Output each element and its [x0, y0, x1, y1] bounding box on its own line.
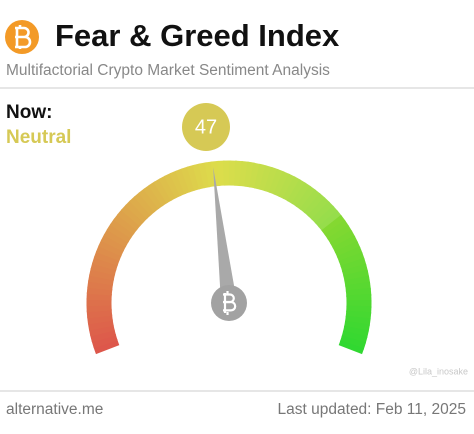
needle	[213, 166, 237, 304]
now-label: Now:	[6, 102, 52, 123]
subtitle: Multifactorial Crypto Market Sentiment A…	[6, 62, 330, 79]
gauge-arc	[86, 160, 372, 355]
classification: Neutral	[6, 127, 71, 148]
last-updated: Last updated: Feb 11, 2025	[278, 401, 466, 418]
watermark: @Lila_inosake	[409, 366, 468, 376]
title: Fear & Greed Index	[55, 18, 340, 53]
source: alternative.me	[6, 401, 103, 418]
bitcoin-logo	[5, 20, 39, 54]
arc-segment	[338, 340, 365, 355]
needle-hub	[211, 285, 247, 321]
value-label: 47	[195, 116, 217, 138]
value-bubble	[182, 103, 230, 151]
